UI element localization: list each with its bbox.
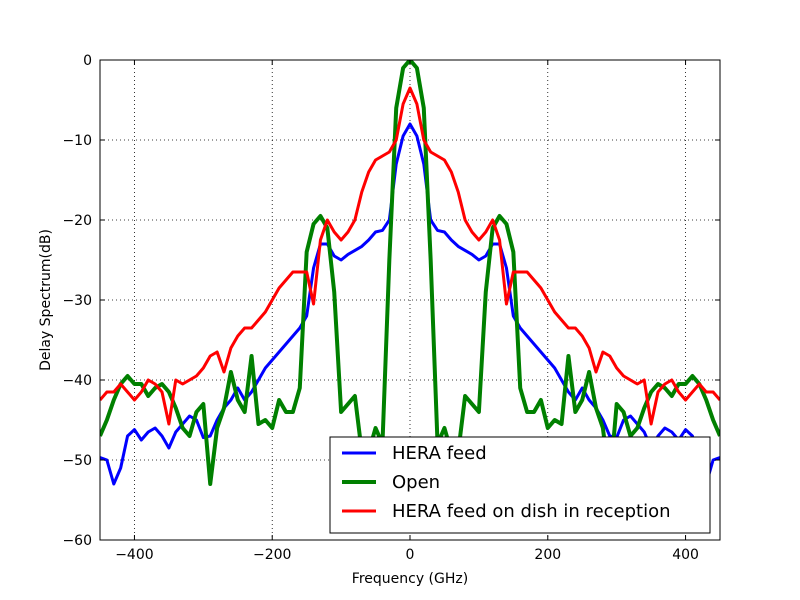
y-tick-label: −50	[62, 453, 92, 469]
x-tick-label: 200	[534, 547, 561, 563]
y-tick-label: −40	[62, 373, 92, 389]
legend: HERA feed Open HERA feed on dish in recept…	[329, 436, 711, 534]
x-tick-label: 400	[672, 547, 699, 563]
x-axis-label: Frequency (GHz)	[352, 571, 468, 587]
legend-label: HERA feed	[392, 443, 487, 464]
x-tick-label: 0	[406, 547, 415, 563]
legend-label: Open	[392, 472, 440, 493]
x-tick-label: −200	[253, 547, 291, 563]
y-tick-label: −30	[62, 293, 92, 309]
ticks: −400 −200 0 200 400 −60 −50 −40 −30 −20 −10 0	[62, 53, 720, 563]
y-tick-label: −20	[62, 213, 92, 229]
x-tick-label: −400	[115, 547, 153, 563]
line-series	[100, 86, 720, 426]
y-tick-label: −60	[62, 533, 92, 549]
legend-box	[329, 436, 711, 534]
y-axis-label: Delay Spectrum(dB)	[38, 229, 54, 371]
line-series	[100, 60, 720, 486]
y-tick-label: −10	[62, 133, 92, 149]
legend-label: HERA feed on dish in reception	[392, 501, 671, 522]
y-tick-label: 0	[83, 53, 92, 69]
